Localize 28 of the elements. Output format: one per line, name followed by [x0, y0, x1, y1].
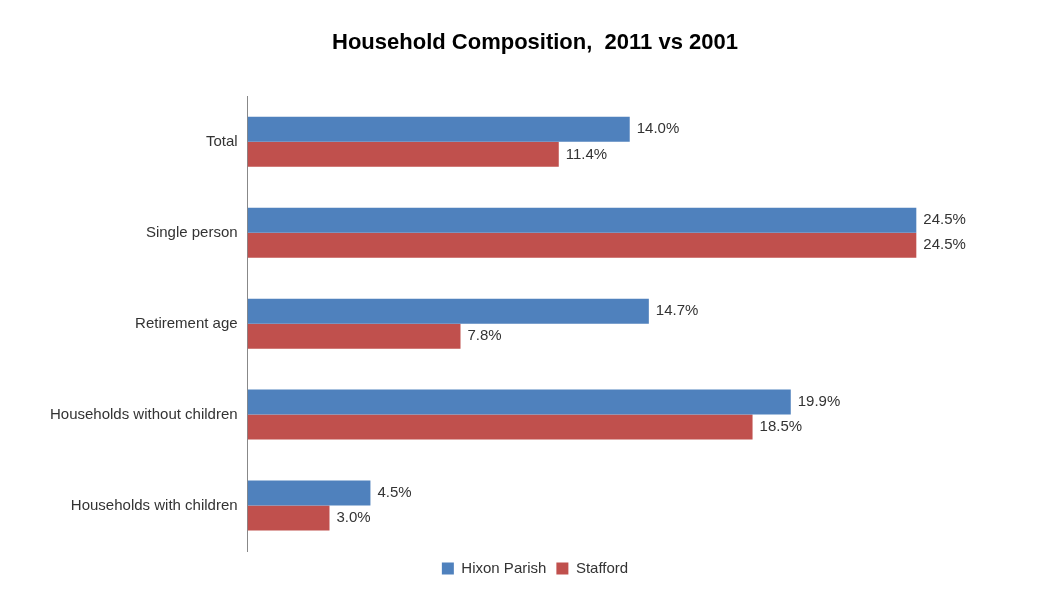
- y-tick-label: Households without children: [49, 404, 238, 422]
- bar: [247, 389, 791, 415]
- data-label: 24.5%: [923, 210, 966, 228]
- legend-label: Stafford: [575, 558, 629, 576]
- data-label: 7.8%: [467, 326, 502, 344]
- data-label: 18.5%: [759, 417, 803, 435]
- data-label: 3.0%: [336, 508, 371, 526]
- data-label: 4.5%: [377, 483, 412, 501]
- bar: [247, 116, 630, 142]
- data-label: 24.5%: [923, 235, 966, 253]
- y-tick-label: Single person: [145, 222, 238, 240]
- bar: [247, 323, 461, 349]
- bar: [247, 141, 559, 167]
- bar: [247, 298, 649, 324]
- bar: [247, 414, 753, 440]
- y-tick-label: Retirement age: [135, 313, 238, 331]
- bar: [247, 480, 371, 506]
- legend-label: Hixon Parish: [461, 558, 547, 576]
- bar: [247, 505, 330, 531]
- data-label: 14.0%: [636, 119, 680, 137]
- data-label: 11.4%: [565, 144, 608, 162]
- bar: [247, 207, 917, 233]
- y-tick-label: Households with children: [70, 495, 238, 513]
- data-label: 14.7%: [655, 301, 699, 319]
- chart-title: Household Composition, 2011 vs 2001: [332, 29, 738, 55]
- data-label: 19.9%: [797, 392, 841, 410]
- bar: [247, 232, 917, 258]
- y-tick-label: Total: [205, 132, 238, 149]
